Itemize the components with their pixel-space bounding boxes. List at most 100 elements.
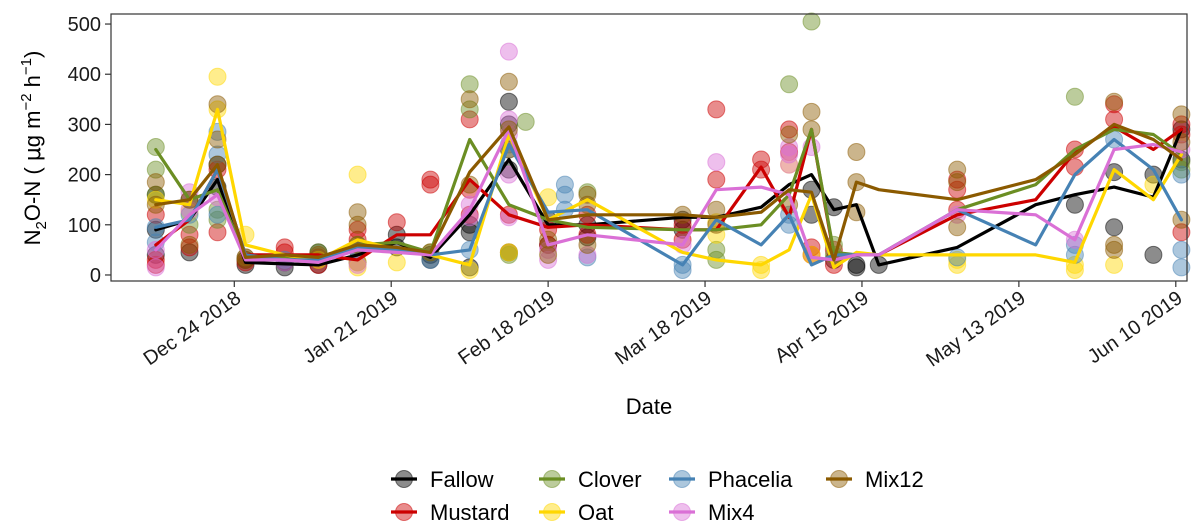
legend-key-point-mix4 — [673, 503, 691, 521]
legend-key-point-mix12 — [830, 470, 848, 488]
data-point-mustard — [707, 100, 726, 119]
data-point-mix4 — [780, 138, 799, 156]
legend-label-oat: Oat — [578, 500, 613, 524]
legend-key-point-mustard — [395, 503, 413, 521]
data-point-mix12 — [948, 173, 967, 192]
series-line-mix12 — [154, 122, 1183, 262]
data-point-mix12 — [348, 203, 367, 222]
legend-label-phacelia: Phacelia — [708, 467, 793, 492]
data-point-fallow — [180, 243, 199, 262]
data-point-mix4 — [146, 258, 165, 277]
y-tick-label: 100 — [68, 215, 101, 237]
data-point-mix12 — [1105, 235, 1124, 254]
data-point-mix12 — [460, 90, 479, 109]
y-tick-label: 0 — [90, 265, 101, 287]
y-tick-label: 300 — [68, 114, 101, 136]
data-point-mix12 — [802, 102, 821, 121]
x-tick-label: Jan 21 2019 — [299, 287, 402, 368]
data-point-mix12 — [180, 235, 199, 254]
data-point-clover — [1065, 87, 1084, 106]
data-point-oat — [499, 243, 518, 262]
data-point-oat — [348, 165, 367, 184]
x-tick-label: Apr 15 2019 — [771, 287, 873, 368]
legend-label-mustard: Mustard — [430, 500, 509, 524]
data-point-fallow — [1105, 218, 1124, 237]
data-point-clover — [460, 75, 479, 94]
data-point-mix12 — [1172, 105, 1191, 124]
data-point-clover — [780, 75, 799, 94]
legend: Fallow Clover Phacelia Mix12 Mustard Oat Mix4 — [391, 467, 924, 524]
data-point-phacelia — [1172, 165, 1191, 184]
data-point-mustard — [780, 120, 799, 139]
series-lines-layer — [154, 107, 1183, 269]
x-tick-label: May 13 2019 — [922, 287, 1029, 371]
data-points-layer — [146, 12, 1191, 279]
data-point-phacelia — [948, 248, 967, 267]
data-point-mustard — [180, 225, 199, 244]
data-point-mix12 — [1105, 240, 1124, 259]
legend-key-point-phacelia — [673, 470, 691, 488]
data-point-fallow — [847, 258, 866, 277]
data-point-clover — [802, 12, 821, 31]
data-point-phacelia — [555, 185, 574, 204]
legend-key-point-clover — [543, 470, 561, 488]
data-point-mix12 — [578, 185, 597, 204]
data-point-fallow — [499, 92, 518, 111]
data-point-phacelia — [555, 175, 574, 194]
data-point-phacelia — [673, 261, 692, 279]
data-point-mix12 — [499, 72, 518, 91]
data-point-mustard — [1172, 223, 1191, 242]
data-point-clover — [208, 210, 227, 229]
y-axis: 0 100 200 300 400 500 — [68, 14, 111, 287]
data-point-clover — [460, 100, 479, 119]
y-tick-label: 200 — [68, 165, 101, 187]
y-tick-label: 500 — [68, 14, 101, 36]
data-point-mustard — [421, 170, 440, 189]
data-point-mustard — [421, 175, 440, 194]
data-point-clover — [146, 160, 165, 179]
data-point-fallow — [1065, 195, 1084, 214]
legend-key-point-fallow — [395, 470, 413, 488]
data-point-mix4 — [499, 42, 518, 61]
data-point-clover — [146, 138, 165, 156]
data-point-mustard — [460, 110, 479, 129]
data-point-mix4 — [539, 250, 558, 269]
data-point-mix4 — [578, 245, 597, 264]
data-point-mix4 — [707, 153, 726, 172]
x-axis-title: Date — [626, 394, 672, 419]
data-point-mustard — [146, 205, 165, 224]
x-axis: Dec 24 2018 Jan 21 2019 Feb 18 2019 Mar 18 … — [140, 281, 1187, 371]
legend-label-mix4: Mix4 — [708, 500, 754, 524]
series-line-mix4 — [154, 127, 1183, 264]
plot-panel-border — [110, 13, 1188, 282]
data-point-mix12 — [1105, 92, 1124, 111]
legend-label-fallow: Fallow — [430, 467, 494, 492]
data-point-clover — [516, 112, 535, 131]
x-tick-label: Dec 24 2018 — [140, 287, 246, 370]
data-point-oat — [208, 67, 227, 86]
data-point-mustard — [707, 170, 726, 189]
legend-key-point-oat — [543, 503, 561, 521]
x-tick-label: Feb 18 2019 — [454, 287, 559, 369]
data-point-oat — [1065, 261, 1084, 279]
series-line-fallow — [154, 127, 1183, 267]
data-point-fallow — [1144, 245, 1163, 264]
data-point-mix4 — [780, 145, 799, 164]
legend-label-mix12: Mix12 — [865, 467, 924, 492]
data-point-oat — [1105, 255, 1124, 274]
data-point-mix12 — [578, 235, 597, 254]
x-tick-label: Jun 10 2019 — [1084, 287, 1187, 368]
data-point-mix12 — [948, 160, 967, 179]
x-tick-label: Mar 18 2019 — [611, 287, 716, 369]
data-point-mix12 — [847, 143, 866, 161]
data-point-mix12 — [348, 215, 367, 234]
y-axis-title: N2O-N ( μg m−2 h−1) — [18, 51, 50, 246]
data-point-mix12 — [539, 245, 558, 264]
data-point-phacelia — [1172, 258, 1191, 277]
data-point-mix12 — [146, 173, 165, 192]
y-tick-label: 400 — [68, 64, 101, 86]
data-point-mix12 — [948, 218, 967, 237]
data-point-mustard — [387, 213, 406, 232]
legend-label-clover: Clover — [578, 467, 642, 492]
